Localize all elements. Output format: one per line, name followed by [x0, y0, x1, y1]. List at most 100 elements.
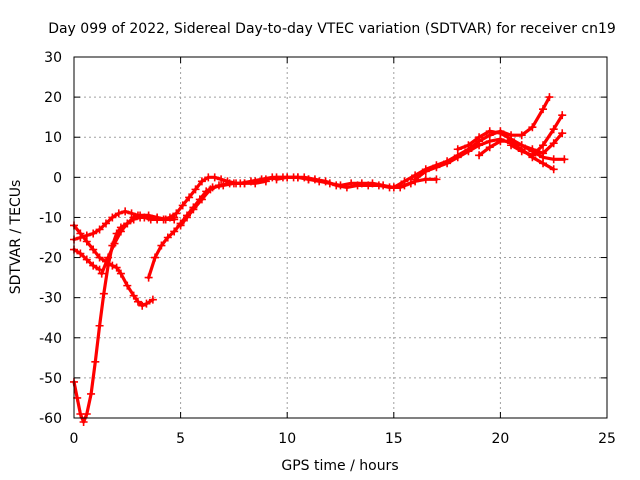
- data-point: [182, 213, 191, 222]
- data-series: [507, 111, 567, 160]
- data-point: [151, 253, 160, 262]
- data-series: [70, 245, 104, 274]
- data-point: [217, 175, 226, 184]
- data-point: [528, 151, 537, 160]
- data-point: [368, 179, 377, 188]
- data-point: [104, 253, 113, 262]
- y-tick-label: -20: [39, 251, 62, 267]
- y-tick-label: 0: [53, 170, 62, 186]
- y-tick-label: 20: [44, 90, 62, 106]
- data-point: [116, 269, 125, 278]
- data-point: [560, 155, 569, 164]
- data-point: [197, 195, 206, 204]
- data-point: [496, 129, 505, 138]
- data-point: [545, 93, 554, 102]
- data-point: [315, 177, 324, 186]
- data-point: [475, 141, 484, 150]
- data-point: [528, 123, 537, 132]
- data-point: [133, 297, 142, 306]
- data-point: [558, 129, 567, 138]
- data-point: [539, 141, 548, 150]
- data-series: [411, 135, 558, 184]
- data-point: [485, 143, 494, 152]
- data-point: [421, 175, 430, 184]
- data-point: [91, 357, 100, 366]
- y-tick-label: -50: [39, 371, 62, 387]
- data-point: [304, 175, 313, 184]
- data-point: [549, 139, 558, 148]
- data-point: [283, 173, 292, 182]
- data-point: [496, 137, 505, 146]
- data-point: [432, 163, 441, 172]
- data-point: [95, 225, 104, 234]
- data-point: [411, 175, 420, 184]
- data-point: [157, 241, 166, 250]
- series-line: [274, 175, 438, 189]
- data-point: [76, 233, 85, 242]
- data-point: [475, 151, 484, 160]
- tick-layer: 0 5 10 15 20 25 -60 -50 -40 -30 -20 -10 0 10 20 30: [39, 50, 616, 447]
- data-point: [191, 185, 200, 194]
- y-tick-label: 30: [44, 50, 62, 66]
- data-point: [517, 131, 526, 140]
- data-point: [325, 179, 334, 188]
- data-point: [161, 215, 170, 224]
- data-point: [82, 409, 91, 418]
- data-point: [443, 159, 452, 168]
- series-line: [392, 95, 551, 189]
- data-point: [73, 393, 82, 402]
- data-point: [123, 219, 132, 228]
- data-point: [95, 253, 104, 262]
- series-line: [509, 113, 564, 157]
- data-point: [206, 185, 215, 194]
- x-tick-label: 0: [70, 431, 79, 447]
- grid-layer: [74, 57, 607, 418]
- data-point: [272, 175, 281, 184]
- data-point: [148, 295, 157, 304]
- chart-title: Day 099 of 2022, Sidereal Day-to-day VTE…: [48, 21, 616, 37]
- data-point: [108, 213, 117, 222]
- data-point: [257, 175, 266, 184]
- data-point: [144, 273, 153, 282]
- data-point: [236, 179, 245, 188]
- data-point: [110, 239, 119, 248]
- data-point: [185, 193, 194, 202]
- data-point: [539, 105, 548, 114]
- data-point: [389, 183, 398, 192]
- data-point: [453, 153, 462, 162]
- data-point: [76, 249, 85, 258]
- data-point: [293, 173, 302, 182]
- data-point: [549, 155, 558, 164]
- data-point: [123, 281, 132, 290]
- data-point: [336, 181, 345, 190]
- x-tick-label: 25: [598, 431, 616, 447]
- data-series: [475, 129, 567, 160]
- data-point: [144, 211, 153, 220]
- data-point: [112, 263, 121, 272]
- x-tick-label: 15: [385, 431, 403, 447]
- data-point: [432, 175, 441, 184]
- data-point: [210, 173, 219, 182]
- series-line: [147, 175, 311, 280]
- data-point: [138, 301, 147, 310]
- data-point: [225, 179, 234, 188]
- data-point: [87, 389, 96, 398]
- x-tick-label: 10: [278, 431, 296, 447]
- data-point: [97, 269, 106, 278]
- data-point: [129, 291, 138, 300]
- data-point: [453, 145, 462, 154]
- x-tick-label: 5: [176, 431, 185, 447]
- data-point: [246, 177, 255, 186]
- data-point: [95, 321, 104, 330]
- data-point: [172, 209, 181, 218]
- x-axis-label: GPS time / hours: [281, 458, 398, 474]
- data-point: [79, 418, 88, 427]
- data-point: [89, 261, 98, 270]
- plot-frame: [73, 56, 608, 419]
- data-point: [89, 229, 98, 238]
- data-point: [421, 167, 430, 176]
- data-point: [549, 125, 558, 134]
- data-point: [121, 207, 130, 216]
- data-point: [464, 141, 473, 150]
- series-layer: [70, 93, 569, 427]
